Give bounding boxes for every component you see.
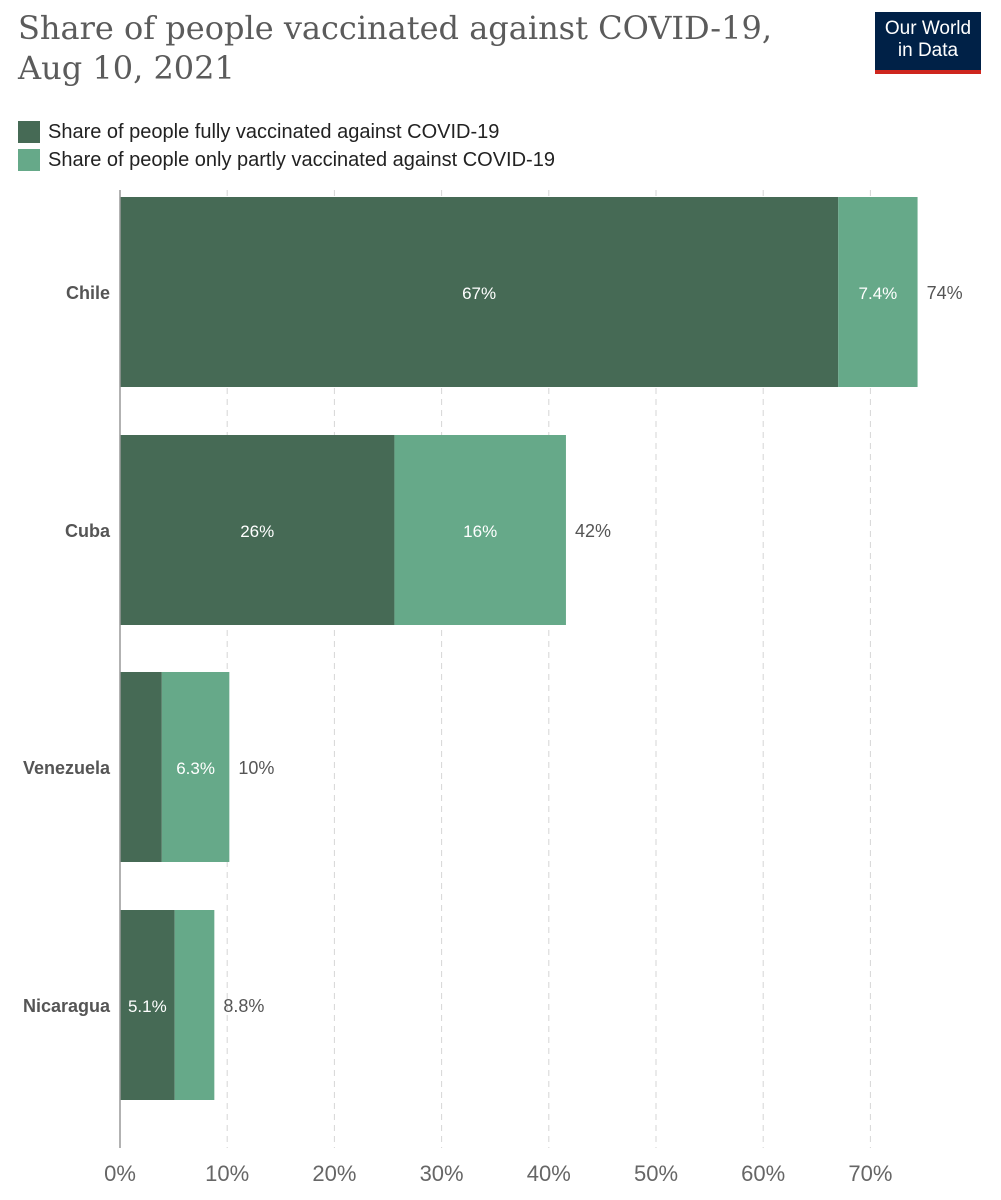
data-label-partly: 6.3% (176, 759, 215, 778)
bar-segment-partly[interactable] (174, 910, 215, 1100)
total-label: 8.8% (223, 996, 264, 1016)
bar-segment-fully[interactable] (120, 435, 395, 625)
logo-line-2: in Data (897, 40, 959, 61)
country-label: Cuba (65, 521, 111, 541)
x-tick-label: 10% (205, 1161, 249, 1186)
country-label: Chile (66, 283, 110, 303)
x-tick-label: 40% (527, 1161, 571, 1186)
bar-segment-partly[interactable] (394, 435, 566, 625)
legend-swatch-partly (18, 149, 40, 171)
bar-segment-fully[interactable] (120, 672, 162, 862)
x-tick-label: 20% (312, 1161, 356, 1186)
data-label-fully: 26% (240, 522, 274, 541)
bar-segment-fully[interactable] (120, 197, 839, 387)
logo-line-1: Our World (884, 18, 972, 39)
x-tick-label: 50% (634, 1161, 678, 1186)
x-tick-label: 70% (848, 1161, 892, 1186)
legend-label-fully: Share of people fully vaccinated against… (48, 120, 500, 143)
legend-label-partly: Share of people only partly vaccinated a… (48, 148, 555, 171)
x-tick-label: 60% (741, 1161, 785, 1186)
legend-item-fully[interactable]: Share of people fully vaccinated against… (18, 118, 555, 146)
data-label-fully: 67% (462, 284, 496, 303)
total-label: 74% (927, 283, 963, 303)
data-label-partly: 16% (463, 522, 497, 541)
x-tick-label: 30% (420, 1161, 464, 1186)
bar-segment-partly[interactable] (161, 672, 230, 862)
country-label: Nicaragua (23, 996, 111, 1016)
bar-segment-fully[interactable] (120, 910, 175, 1100)
total-label: 10% (238, 758, 274, 778)
legend: Share of people fully vaccinated against… (18, 118, 555, 174)
owid-logo[interactable]: Our World in Data (875, 12, 981, 74)
legend-item-partly[interactable]: Share of people only partly vaccinated a… (18, 146, 555, 174)
country-label: Venezuela (23, 758, 111, 778)
data-label-fully: 5.1% (128, 997, 167, 1016)
total-label: 42% (575, 521, 611, 541)
legend-swatch-fully (18, 121, 40, 143)
chart-title: Share of people vaccinated against COVID… (18, 9, 772, 87)
bar-segment-partly[interactable] (838, 197, 918, 387)
x-tick-label: 0% (104, 1161, 136, 1186)
data-label-partly: 7.4% (859, 284, 898, 303)
